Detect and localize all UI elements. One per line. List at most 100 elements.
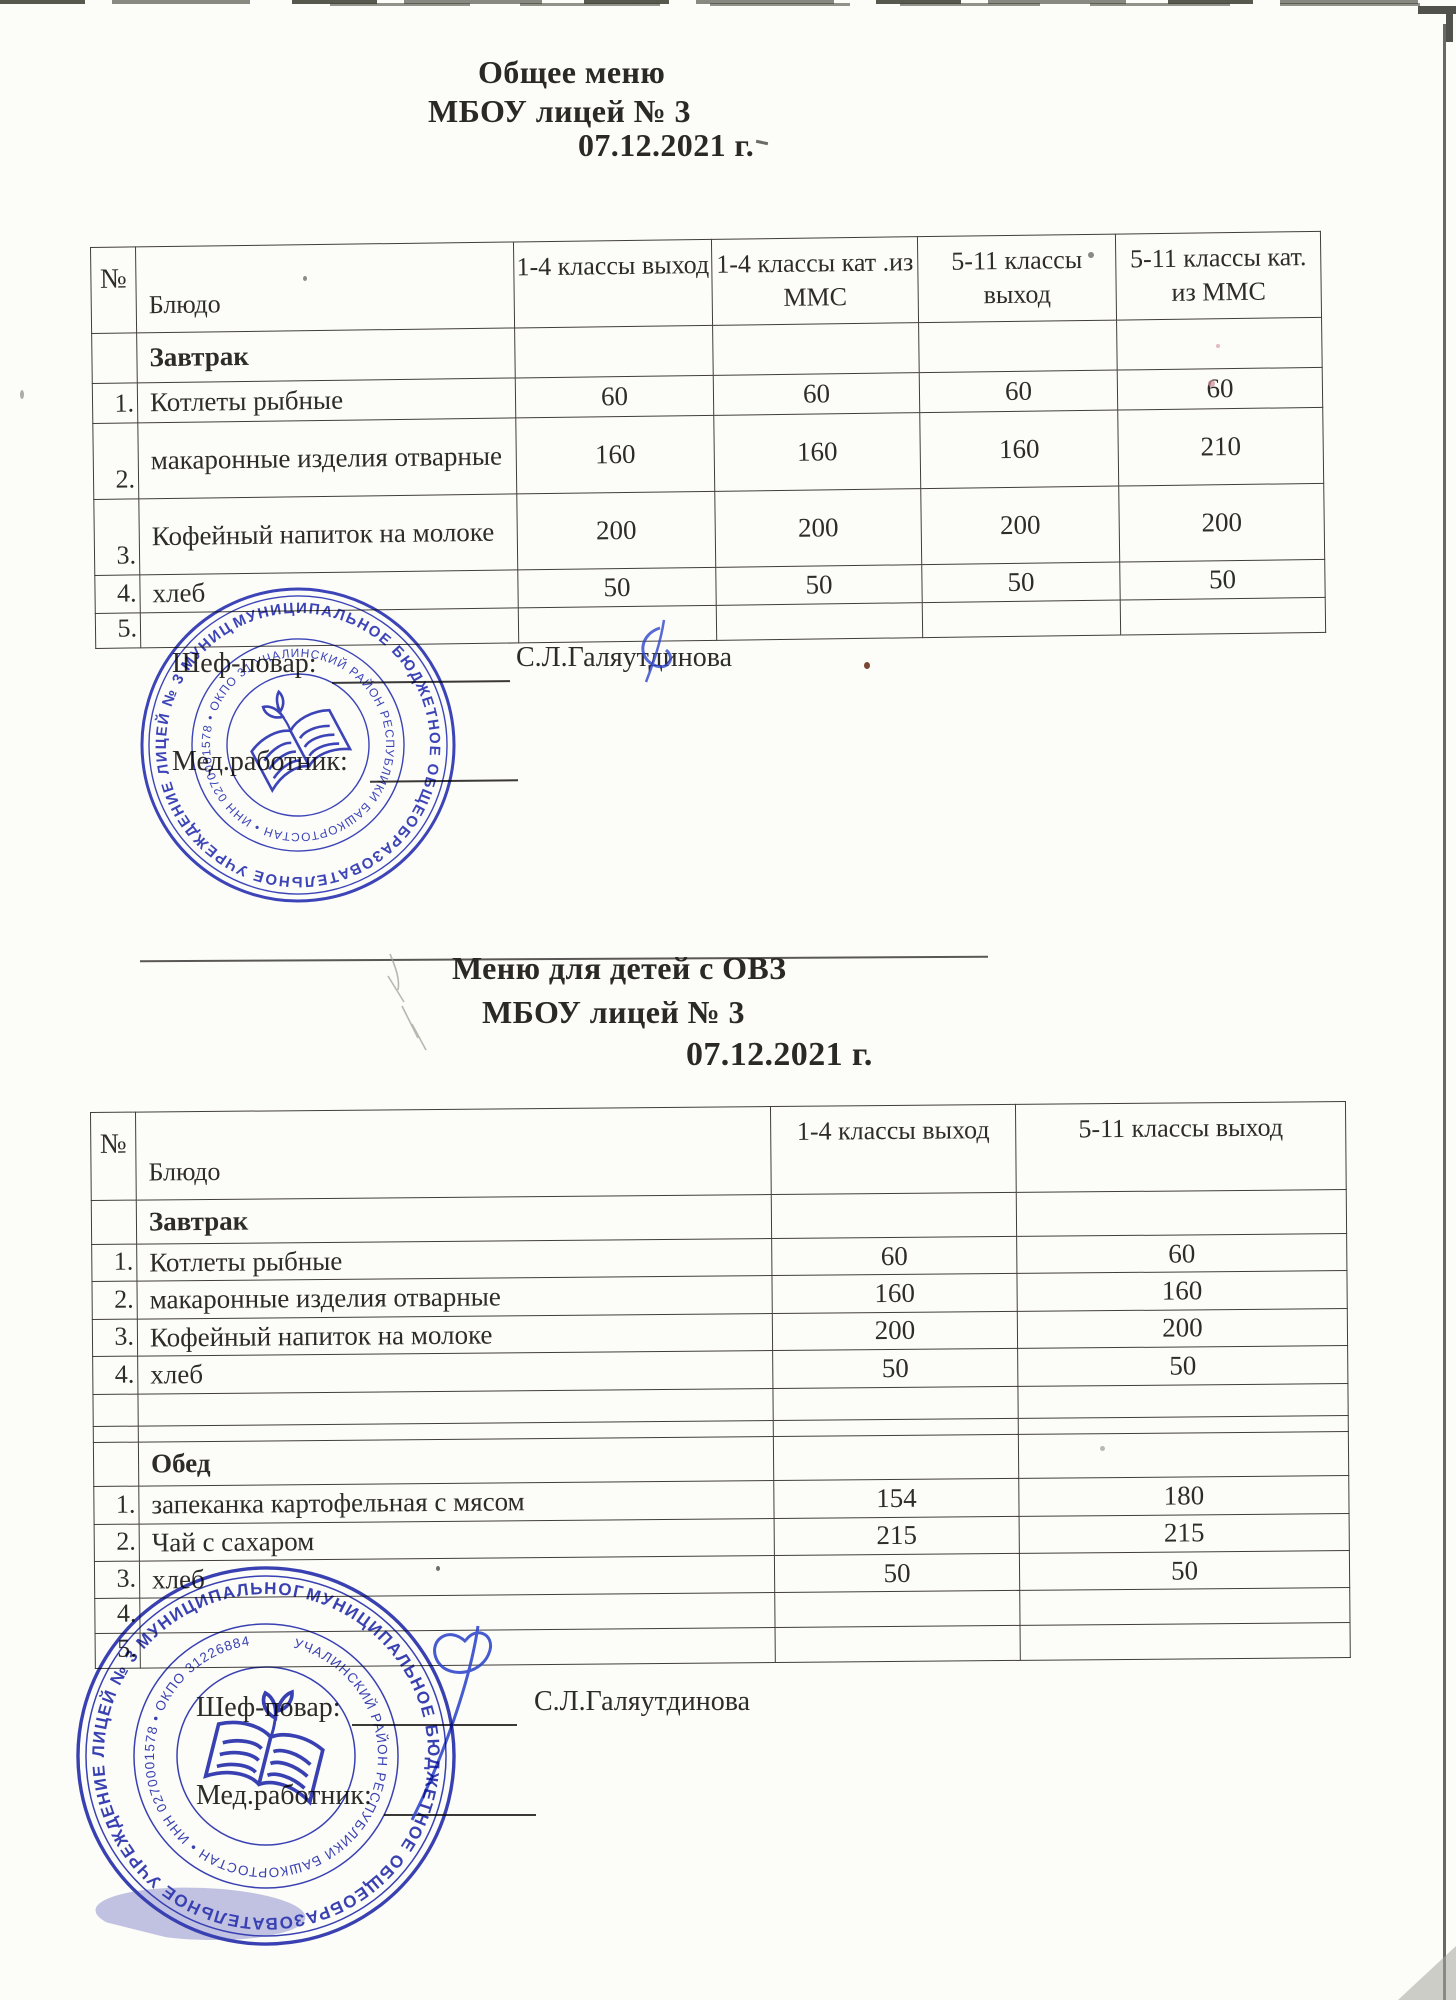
- portion-value: [775, 1625, 1021, 1663]
- portion-value: [1020, 1622, 1351, 1661]
- round-stamp: МУНИЦИПАЛЬНОЕ БЮДЖЕТНОЕ ОБЩЕОБРАЗОВАТЕЛЬ…: [51, 1541, 480, 1970]
- row-number: 2.: [92, 422, 139, 500]
- portion-value: 50: [921, 562, 1121, 603]
- col-header-number: №: [90, 1112, 137, 1201]
- portion-value: 200: [1017, 1308, 1348, 1349]
- portion-value: [774, 1590, 1021, 1628]
- scan-speck: [1100, 1446, 1105, 1451]
- row-number: 4.: [92, 1356, 138, 1395]
- round-stamp: МУНИЦИПАЛЬНОЕ БЮДЖЕТНОЕ ОБЩЕОБРАЗОВАТЕЛЬ…: [102, 549, 495, 942]
- portion-value: [771, 1192, 1017, 1239]
- col-header-5-11-mms: 5-11 классы кат. из ММС: [1115, 231, 1322, 321]
- portion-value: [716, 602, 923, 641]
- scan-artifact-right-edge: [1443, 24, 1446, 2000]
- col-header-5-11-vyhod: 5-11 классы выход: [917, 234, 1117, 323]
- scan-speck: [1208, 380, 1215, 387]
- row-number: 3.: [93, 498, 140, 576]
- portion-value: 50: [772, 1348, 1018, 1389]
- portion-value: [918, 320, 1118, 373]
- scan-speck: [1216, 344, 1220, 348]
- portion-value: 60: [713, 372, 920, 416]
- scan-artifact-corner-br: [1398, 1946, 1456, 2000]
- scan-speck: [864, 662, 870, 669]
- portion-value: 50: [774, 1553, 1020, 1593]
- dish-name: Завтрак: [136, 327, 516, 383]
- portion-value: 60: [515, 375, 714, 418]
- portion-value: 50: [1017, 1345, 1348, 1386]
- scan-speck: [303, 276, 307, 281]
- dish-name: Котлеты рыбные: [137, 377, 516, 423]
- portion-value: 154: [773, 1477, 1020, 1519]
- dish-name: Обед: [138, 1436, 774, 1486]
- ovz-menu-date: 07.12.2021 г.: [686, 1036, 873, 1073]
- row-number: [91, 1200, 137, 1245]
- open-book-icon: [203, 1689, 325, 1806]
- portion-value: 60: [771, 1236, 1017, 1276]
- scan-speck: [436, 1566, 440, 1571]
- col-header-dish: Блюдо: [135, 1106, 772, 1201]
- portion-value: 160: [919, 410, 1119, 489]
- scan-artifact-corner-tr2: [1446, 6, 1453, 42]
- portion-value: 60: [919, 370, 1118, 413]
- portion-value: [712, 322, 920, 376]
- dish-name: Кофейный напиток на молоке: [137, 1313, 773, 1357]
- scan-artifact-top-edge2: [330, 3, 1456, 6]
- ovz-menu-header-row: № Блюдо 1-4 классы выход 5-11 классы вых…: [90, 1101, 1347, 1201]
- col-header-1-4-vyhod: 1-4 классы выход: [513, 239, 713, 328]
- row-number: [93, 1425, 139, 1443]
- portion-value: 200: [1118, 483, 1325, 563]
- chef-signature-line: [352, 1724, 517, 1726]
- pencil-scribble: [387, 953, 427, 1051]
- scan-artifact-top-edge: [0, 0, 1456, 4]
- general-menu-title: Общее меню: [478, 54, 666, 90]
- chef-name: С.Л.Галяутдинова: [516, 642, 733, 673]
- portion-value: 160: [771, 1273, 1018, 1314]
- scan-artifact-corner-tr: [1418, 6, 1456, 14]
- portion-value: 160: [1016, 1270, 1348, 1312]
- col-header-5-11-vyhod: 5-11 классы выход: [1015, 1101, 1347, 1193]
- portion-value: 50: [1019, 1550, 1350, 1591]
- portion-value: 60: [1117, 367, 1323, 411]
- portion-value: 60: [1016, 1233, 1347, 1274]
- portion-value: [772, 1385, 1019, 1421]
- row-number: 1.: [92, 382, 138, 424]
- portion-value: [1017, 1383, 1349, 1418]
- med-signature-line: [384, 1814, 536, 1816]
- pen-mark: [641, 619, 672, 683]
- ovz-menu-title: Меню для детей с ОВЗ: [452, 950, 787, 986]
- med-label: Мед.работник:: [172, 746, 348, 777]
- dish-name: хлеб: [137, 1350, 773, 1394]
- row-number: 1.: [91, 1244, 137, 1282]
- ovz-menu-subtitle: МБОУ лицей № 3: [482, 994, 745, 1030]
- general-menu-subtitle: МБОУ лицей № 3: [428, 93, 691, 129]
- portion-value: 200: [714, 488, 922, 568]
- portion-value: [1016, 1189, 1347, 1237]
- pen-signature: [410, 1625, 493, 1821]
- row-number: 3.: [92, 1318, 138, 1357]
- portion-value: [922, 600, 1121, 638]
- portion-value: 160: [515, 415, 715, 494]
- scan-artifact-dash: [755, 139, 769, 146]
- row-number: 4.: [94, 574, 141, 614]
- portion-value: [773, 1433, 1019, 1481]
- portion-value: 50: [715, 564, 923, 606]
- portion-value: [514, 325, 714, 378]
- open-book-icon: [250, 689, 353, 794]
- portion-value: 200: [920, 486, 1120, 565]
- portion-value: 215: [1019, 1513, 1350, 1554]
- portion-value: 160: [713, 412, 921, 492]
- scan-speck: [20, 390, 24, 399]
- dish-name: Завтрак: [136, 1194, 772, 1245]
- portion-value: 50: [1119, 559, 1326, 601]
- portion-value: 180: [1018, 1475, 1350, 1516]
- portion-value: 215: [774, 1515, 1020, 1556]
- portion-value: [1018, 1431, 1349, 1478]
- general-menu-header-row: № Блюдо 1-4 классы выход 1-4 классы кат …: [90, 231, 1322, 334]
- portion-value: [1120, 597, 1326, 636]
- scan-speck: [1088, 252, 1094, 258]
- general-menu-date: 07.12.2021 г.: [578, 127, 755, 163]
- dish-name: макаронные изделия отварные: [137, 417, 517, 499]
- row-number: [93, 1441, 139, 1487]
- portion-value: [1019, 1587, 1351, 1626]
